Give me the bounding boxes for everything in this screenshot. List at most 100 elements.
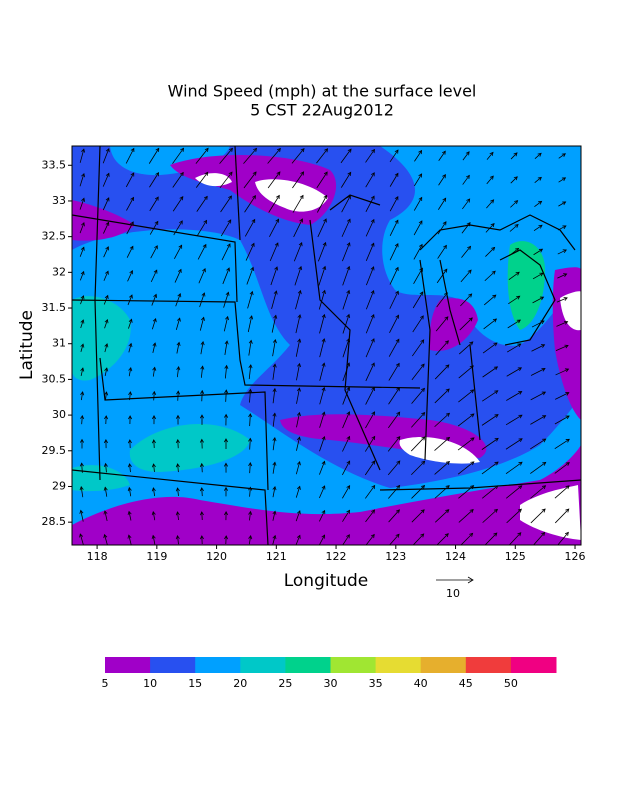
wind-arrow: [79, 149, 85, 163]
wind-arrowhead: [103, 438, 108, 444]
wind-arrowhead: [420, 509, 425, 514]
wind-arrowhead: [248, 339, 253, 344]
wind-arrowhead: [248, 462, 253, 467]
wind-arrowhead: [443, 292, 448, 297]
wind-arrow: [318, 290, 326, 310]
wind-arrowhead: [371, 435, 376, 440]
wind-arrowhead: [151, 439, 156, 444]
colorbar-label: 40: [414, 677, 428, 690]
wind-arrow: [461, 246, 471, 258]
wind-arrow: [342, 242, 350, 262]
wind-arrow: [342, 460, 350, 476]
wind-arrowhead: [469, 508, 474, 513]
wind-arrow: [462, 175, 470, 185]
wind-arrow: [269, 219, 279, 237]
wind-arrowhead: [396, 484, 401, 490]
wind-arrowhead: [441, 150, 446, 155]
wind-arrow: [295, 290, 301, 310]
wind-arrowhead: [470, 461, 475, 466]
wind-arrowhead: [176, 341, 181, 346]
wind-arrowhead: [104, 367, 109, 372]
wind-arrowhead: [394, 243, 399, 248]
x-tick-label: 125: [505, 550, 526, 563]
y-tick-label: 32.5: [42, 230, 67, 243]
wind-arrow: [458, 341, 474, 355]
wind-arrowhead: [323, 194, 328, 200]
wind-arrowhead: [470, 413, 475, 418]
wind-arrowhead: [80, 343, 85, 348]
wind-arrow: [438, 174, 446, 186]
wind-arrow: [435, 316, 449, 332]
wind-arrow: [152, 487, 156, 497]
wind-arrow: [221, 243, 231, 261]
wind-arrow: [481, 414, 499, 426]
wind-arrowhead: [467, 269, 472, 274]
border-line: [309, 219, 381, 471]
wind-arrow: [104, 510, 108, 522]
wind-arrow: [317, 218, 327, 238]
wind-arrow: [365, 172, 375, 188]
wind-arrow: [342, 534, 350, 545]
wind-arrowhead: [421, 436, 426, 441]
colorbar-swatch: [285, 657, 331, 673]
colorbar-label: 35: [369, 677, 383, 690]
wind-arrow: [271, 315, 277, 333]
wind-arrow: [177, 511, 179, 521]
wind-arrowhead: [565, 438, 570, 443]
wind-arrowhead: [419, 291, 424, 296]
wind-arrowhead: [129, 269, 134, 275]
wind-arrowhead: [201, 316, 205, 321]
wind-arrow: [103, 295, 109, 305]
wind-arrowhead: [127, 510, 132, 515]
wind-arrow: [249, 511, 251, 521]
field-region: [72, 445, 581, 545]
border-line: [72, 214, 238, 303]
wind-arrowhead: [248, 437, 253, 442]
colorbar-label: 25: [278, 677, 292, 690]
border-line: [499, 249, 556, 346]
reference-label: 10: [446, 587, 460, 600]
wind-arrowhead: [394, 266, 399, 271]
reference-arrowhead: [467, 576, 474, 584]
wind-arrow: [342, 387, 350, 405]
wind-arrow: [554, 462, 570, 474]
wind-arrow: [530, 391, 546, 401]
wind-arrow: [296, 412, 300, 428]
wind-arrow: [175, 318, 181, 330]
wind-arrowhead: [492, 318, 498, 323]
wind-arrow: [434, 388, 450, 404]
wind-arrowhead: [421, 387, 425, 392]
wind-arrowhead: [128, 366, 133, 372]
colorbar-swatch: [195, 657, 241, 673]
wind-arrowhead: [321, 509, 326, 515]
wind-arrowhead: [513, 152, 518, 157]
wind-arrow: [291, 148, 305, 164]
wind-arrow: [318, 510, 326, 522]
wind-arrowhead: [322, 241, 327, 247]
wind-arrow: [220, 195, 232, 213]
wind-arrowhead: [81, 148, 86, 153]
wind-arrowhead: [491, 270, 496, 275]
wind-arrow: [365, 219, 375, 237]
wind-arrow: [195, 172, 209, 188]
wind-arrowhead: [200, 365, 205, 370]
wind-arrow: [554, 485, 570, 499]
wind-arrow: [365, 338, 375, 358]
wind-arrow: [434, 461, 450, 475]
wind-arrow: [198, 268, 206, 284]
y-tick-label: 33.5: [42, 158, 67, 171]
wind-arrow: [272, 462, 276, 474]
wind-arrowhead: [178, 244, 183, 249]
wind-arrowhead: [130, 147, 135, 153]
wind-arrowhead: [324, 148, 329, 153]
wind-arrow: [459, 317, 473, 331]
wind-arrowhead: [371, 172, 375, 177]
wind-arrow: [318, 485, 326, 499]
wind-arrow: [176, 366, 180, 378]
wind-arrow: [125, 148, 135, 164]
wind-arrowhead: [199, 462, 204, 468]
wind-arrow: [506, 391, 522, 401]
wind-arrow: [342, 510, 350, 522]
wind-arrow: [434, 364, 450, 380]
wind-arrow: [172, 196, 184, 212]
